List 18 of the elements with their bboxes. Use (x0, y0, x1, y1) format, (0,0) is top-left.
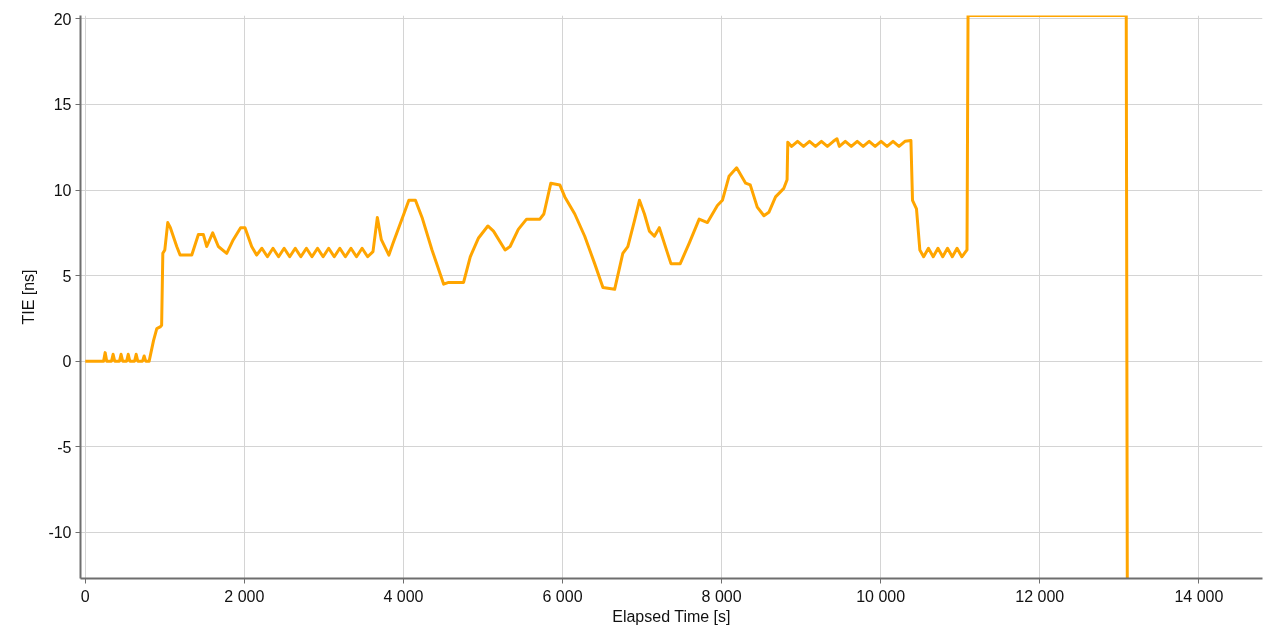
x-tick-label: 8 000 (701, 587, 742, 605)
x-tick-label: 2 000 (224, 587, 265, 605)
y-axis-title: TIE [ns] (20, 269, 38, 325)
y-tick-label: 10 (53, 182, 72, 200)
x-axis-title: Elapsed Time [s] (612, 607, 731, 625)
y-tick-label: 20 (53, 10, 72, 28)
x-tick-label: 14 000 (1174, 587, 1224, 605)
y-tick-label: -5 (57, 438, 72, 456)
line-series (83, 15, 1129, 579)
x-tick-label: 4 000 (383, 587, 424, 605)
y-tick-label: -10 (48, 524, 72, 542)
y-tick-label: 15 (53, 96, 72, 114)
x-tick-label: 12 000 (1015, 587, 1065, 605)
x-tick-label: 10 000 (856, 587, 906, 605)
x-tick-label: 6 000 (542, 587, 583, 605)
y-tick-label: 5 (62, 267, 72, 285)
x-tick-label: 0 (80, 587, 90, 605)
y-tick-label: 0 (62, 353, 72, 371)
